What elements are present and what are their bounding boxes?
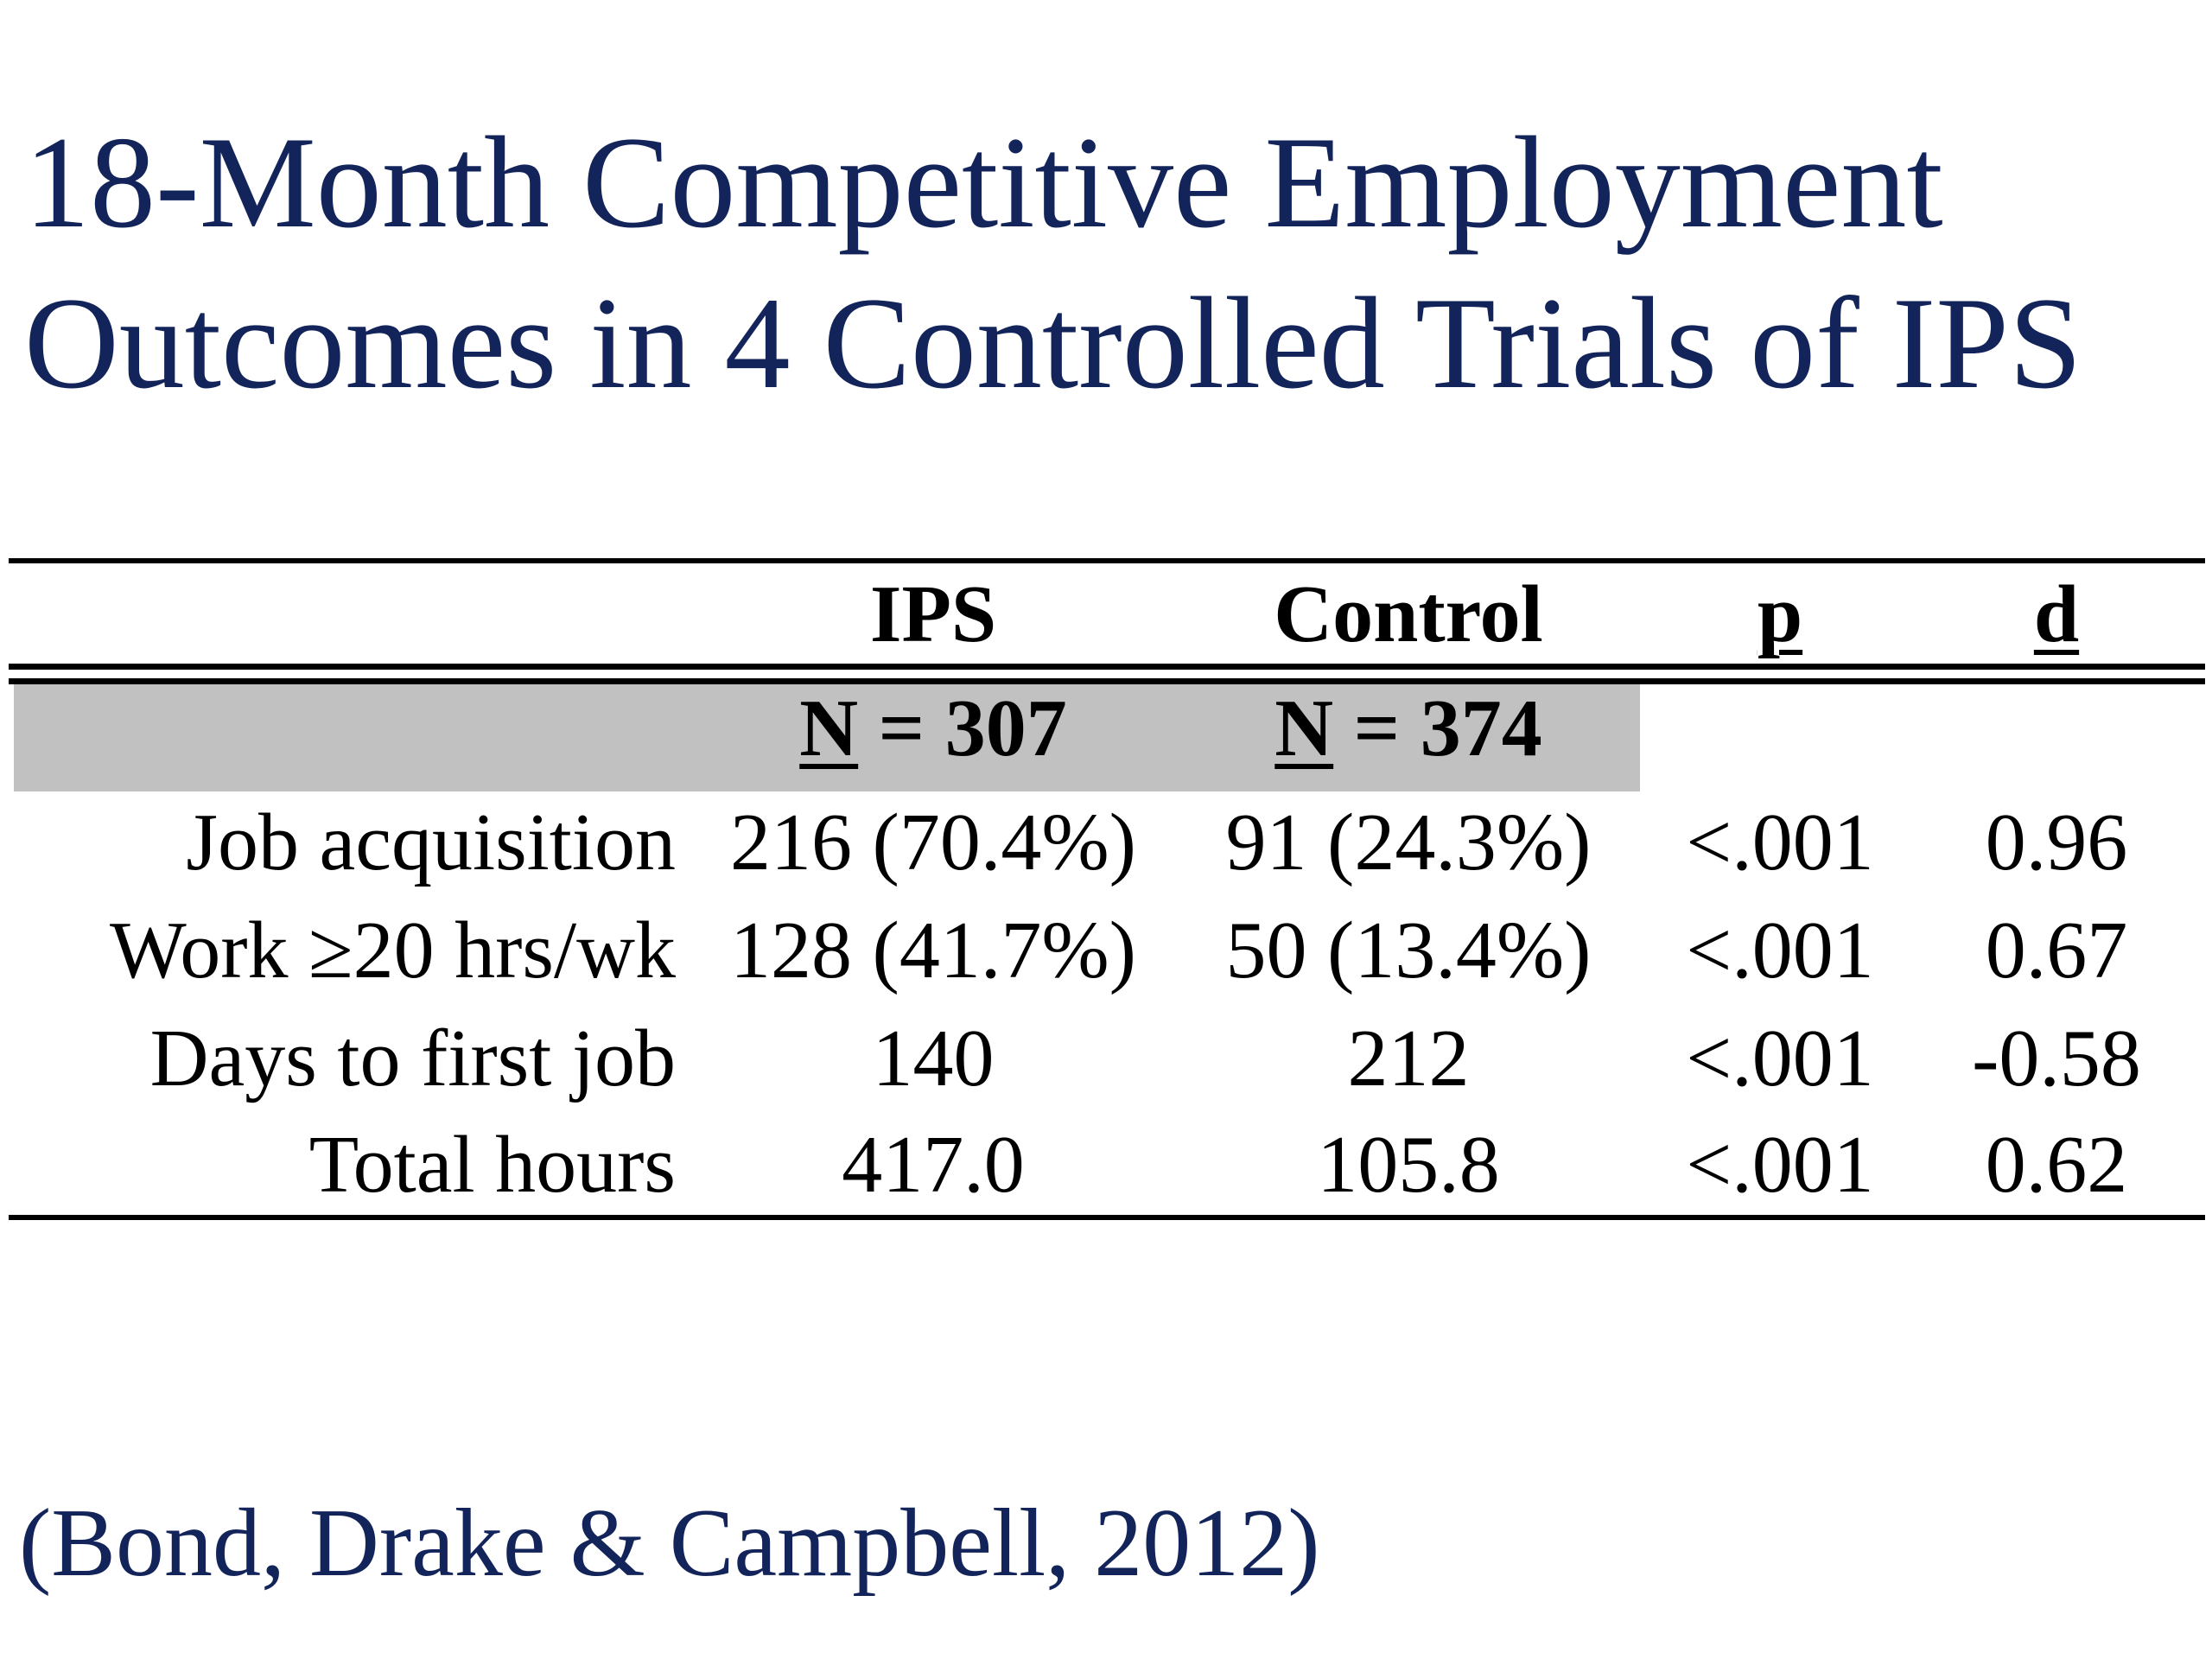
p-value: <.001 [1686,1120,1874,1210]
control-n-symbol: N [1274,683,1334,773]
slide-title: 18-Month Competitive Employment Outcomes… [24,102,2184,423]
ips-value: 417.0 [842,1120,1025,1210]
citation: (Bond, Drake & Campbell, 2012) [19,1490,1320,1597]
row-label: Job acquisition [186,798,676,887]
row-label: Days to first job [149,1014,676,1103]
ips-sample-size: N = 307 [691,681,1175,776]
header-effect-size: d [2033,569,2080,659]
effect-size: -0.58 [1972,1014,2141,1103]
effect-size: 0.96 [1985,798,2128,887]
header-double-rule-upper [9,664,2205,670]
sample-size-shading [14,684,1640,791]
control-value: 105.8 [1317,1120,1500,1210]
ips-value: 128 (41.7%) [730,906,1136,995]
p-value: <.001 [1686,906,1874,995]
ips-value: 140 [872,1014,995,1103]
table-bottom-rule [9,1215,2205,1220]
ips-n-symbol: N [799,683,859,773]
control-sample-size: N = 374 [1166,681,1650,776]
row-label: Work ≥20 hrs/wk [110,906,676,995]
table-top-rule [9,558,2205,563]
control-value: 212 [1347,1014,1470,1103]
p-value: <.001 [1686,798,1874,887]
control-n-value: = 374 [1333,683,1542,773]
control-value: 91 (24.3%) [1225,798,1592,887]
row-label: Total hours [308,1120,676,1210]
slide-title-line-2: Outcomes in 4 Controlled Trials of IPS [24,270,2082,416]
header-control: Control [1274,569,1543,659]
control-value: 50 (13.4%) [1225,906,1592,995]
ips-n-value: = 307 [858,683,1067,773]
header-double-rule-lower [9,678,2205,684]
p-value: <.001 [1686,1014,1874,1103]
ips-value: 216 (70.4%) [730,798,1136,887]
header-p-value: p [1757,569,1803,659]
header-ips: IPS [869,569,997,659]
effect-size: 0.67 [1985,906,2128,995]
effect-size: 0.62 [1985,1120,2128,1210]
slide-title-line-1: 18-Month Competitive Employment [24,110,1943,255]
